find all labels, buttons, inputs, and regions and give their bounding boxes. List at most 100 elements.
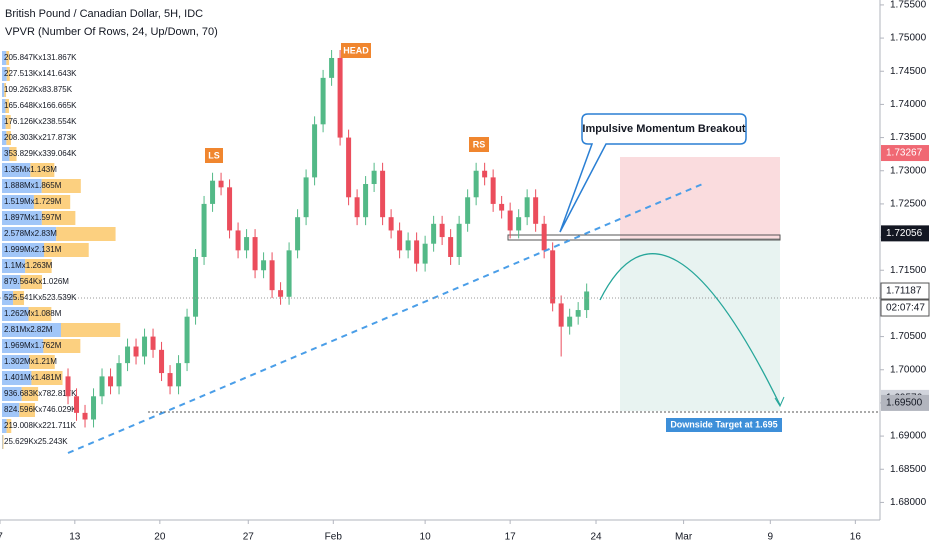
vp-up-bar: [2, 147, 10, 161]
vp-up-bar: [2, 131, 7, 145]
candle-body: [286, 250, 292, 297]
projection-arrow: [774, 396, 785, 408]
vp-down-bar: [56, 227, 116, 241]
vp-label: 1.262Mx1.088M: [4, 309, 62, 318]
y-tick-label: 1.75000: [890, 33, 927, 44]
vp-down-bar: [29, 355, 55, 369]
candle-body: [422, 243, 428, 264]
candle-body: [108, 376, 114, 387]
candle-body: [150, 336, 156, 350]
vp-up-bar: [2, 387, 22, 401]
candle-body: [473, 170, 479, 198]
x-tick-label: 13: [69, 532, 81, 543]
vp-down-bar: [31, 371, 63, 385]
candle-body: [414, 240, 420, 264]
vp-label: 165.648Kx166.665K: [4, 101, 77, 110]
candle-body: [235, 230, 241, 251]
candle-body: [507, 210, 513, 231]
vp-down-bar: [6, 51, 10, 65]
y-tick-label: 1.75500: [890, 0, 927, 11]
y-tick-label: 1.71500: [890, 265, 927, 276]
y-tick-label: 1.68500: [890, 464, 927, 475]
vp-down-bar: [21, 387, 39, 401]
vp-down-bar: [25, 259, 52, 273]
x-tick-label: 20: [154, 532, 166, 543]
vp-down-bar: [20, 275, 43, 289]
candle-body: [65, 376, 71, 397]
vp-label: 109.262Kx83.875K: [4, 85, 73, 94]
candle-body: [397, 230, 403, 251]
vp-down-bar: [6, 131, 11, 145]
vp-down-bar: [28, 307, 52, 321]
vp-down-bar: [5, 99, 9, 113]
vp-label: 2.578Mx2.83M: [4, 229, 57, 238]
head-label: HEAD: [343, 45, 369, 55]
vp-label: 879.564Kx1.026M: [4, 277, 69, 286]
candle-body: [82, 412, 88, 420]
vp-label: 25.629Kx25.243K: [4, 437, 68, 446]
y-tick-label: 1.68000: [890, 497, 927, 508]
candle-body: [363, 184, 369, 218]
candle-body: [320, 77, 326, 125]
price-marker: [881, 145, 929, 162]
candle-body: [167, 373, 173, 387]
vp-up-bar: [2, 115, 6, 129]
vp-up-bar: [2, 163, 31, 177]
vp-down-bar: [2, 435, 4, 449]
candle-body: [567, 316, 573, 327]
candle-body: [74, 396, 80, 413]
vp-up-bar: [2, 179, 42, 193]
y-tick-label: 1.74000: [890, 99, 927, 110]
label-box: [469, 137, 489, 152]
x-tick-label: 17: [505, 532, 517, 543]
candle-body: [405, 240, 411, 251]
candle-body: [142, 336, 148, 357]
ls-label: LS: [208, 150, 220, 160]
target-text: Downside Target at 1.695: [670, 419, 777, 429]
candle-body: [482, 170, 488, 178]
candle-body: [499, 203, 505, 211]
x-tick-label: 10: [420, 532, 432, 543]
vp-label: 1.1Mx1.263M: [4, 261, 53, 270]
candle-body: [337, 57, 343, 138]
position-zones: [507, 157, 781, 411]
candle-body: [533, 197, 539, 224]
candle-body: [346, 137, 352, 198]
candle-body: [431, 223, 437, 244]
candle-body: [159, 349, 165, 374]
vp-up-bar: [2, 339, 44, 353]
trendline: [67, 182, 706, 454]
candle-body: [558, 303, 564, 327]
candle-body: [295, 217, 301, 251]
label-box: [341, 43, 371, 58]
vp-label: 1.999Mx2.131M: [4, 245, 62, 254]
rs-label: RS: [473, 139, 486, 149]
x-tick-label: 7: [0, 532, 3, 543]
x-tick-label: 24: [590, 532, 602, 543]
x-tick-label: Mar: [675, 532, 693, 543]
vp-up-bar: [2, 355, 30, 369]
candle-body: [550, 250, 556, 304]
candle-body: [193, 256, 199, 317]
candle-body: [575, 310, 581, 317]
vp-up-bar: [2, 259, 26, 273]
candle-body: [201, 203, 207, 257]
price-marker-label: 1.73267: [886, 148, 923, 159]
vp-down-bar: [30, 163, 55, 177]
vp-down-bar: [6, 419, 12, 433]
vp-up-bar: [2, 371, 32, 385]
y-tick-label: 1.70500: [890, 331, 927, 342]
price-marker-label: 1.71187: [886, 286, 922, 297]
candle-body: [116, 363, 122, 387]
vp-up-bar: [2, 99, 6, 113]
price-marker: [881, 394, 929, 411]
vp-label: 353.829Kx339.064K: [4, 149, 77, 158]
candle-body: [490, 177, 496, 204]
vp-label: 205.847Kx131.867K: [4, 53, 77, 62]
vp-label: 227.513Kx141.643K: [4, 69, 77, 78]
candle-body: [91, 396, 97, 420]
price-marker: [880, 282, 930, 300]
target-box: [666, 418, 782, 432]
